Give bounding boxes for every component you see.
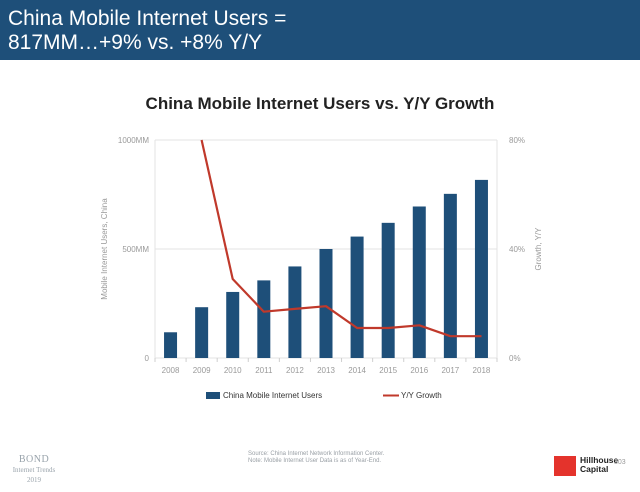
x-tick-label: 2017	[441, 366, 459, 375]
y2-tick-label: 80%	[509, 136, 525, 145]
logo-line2: Capital	[580, 464, 609, 474]
bar-2013	[319, 249, 333, 358]
x-tick-label: 2012	[286, 366, 304, 375]
bar-2010	[226, 291, 240, 358]
growth-line-series	[200, 139, 482, 338]
y-tick-label: 500MM	[122, 245, 149, 254]
x-tick-label: 2008	[162, 366, 180, 375]
hillhouse-logo-text: Hillhouse Capital	[580, 456, 618, 474]
hillhouse-logo-mark	[554, 456, 576, 476]
legend-line-label: Y/Y Growth	[401, 391, 442, 400]
y2-axis-label: Growth, Y/Y	[534, 227, 543, 271]
bar-2009	[195, 307, 209, 358]
bar-2012	[288, 266, 302, 358]
bond-logo: BOND Internet Trends 2019	[10, 455, 58, 485]
chart-legend: China Mobile Internet Users Y/Y Growth	[206, 391, 442, 400]
slide-title-line2: 817MM…+9% vs. +8% Y/Y	[8, 31, 263, 54]
slide-header: China Mobile Internet Users = 817MM…+9% …	[0, 0, 640, 60]
bond-year: 2019	[27, 476, 41, 484]
y-tick-label: 0	[145, 354, 150, 363]
x-tick-label: 2018	[473, 366, 491, 375]
page-number: 303	[614, 459, 626, 466]
note-line: Note: Mobile Internet User Data is as of…	[248, 458, 382, 464]
legend-bar-swatch	[206, 392, 220, 399]
bar-2018	[474, 179, 488, 358]
x-tick-label: 2011	[255, 366, 273, 375]
slide-title-line1: China Mobile Internet Users =	[8, 7, 287, 30]
x-tick-label: 2014	[348, 366, 366, 375]
chart-title: China Mobile Internet Users vs. Y/Y Grow…	[145, 94, 495, 113]
bar-series	[164, 179, 488, 358]
bond-subtitle: Internet Trends	[12, 466, 56, 474]
bar-2008	[164, 332, 178, 358]
x-tick-label: 2015	[379, 366, 397, 375]
source-line: Source: China Internet Network Informati…	[248, 451, 385, 457]
y2-tick-label: 0%	[509, 354, 521, 363]
x-tick-label: 2009	[193, 366, 211, 375]
bond-wordmark: BOND	[18, 454, 50, 465]
source-note: Source: China Internet Network Informati…	[248, 451, 384, 465]
y2-tick-label: 40%	[509, 245, 525, 254]
x-tick-label: 2010	[224, 366, 242, 375]
bar-2015	[381, 222, 395, 358]
legend-bar-label: China Mobile Internet Users	[223, 391, 322, 400]
y-axis-label: Mobile Internet Users, China	[100, 198, 109, 300]
bar-2017	[443, 193, 457, 358]
x-tick-label: 2013	[317, 366, 335, 375]
bar-2014	[350, 236, 364, 358]
x-tick-label: 2016	[410, 366, 428, 375]
bar-2011	[257, 280, 271, 358]
growth-line	[200, 139, 482, 338]
y-tick-label: 1000MM	[118, 136, 149, 145]
logo-line1: Hillhouse	[580, 455, 619, 465]
chart-axes: 0 500MM 1000MM 0% 40% 80% Mobile Internet User…	[100, 136, 543, 375]
bar-2016	[412, 206, 426, 358]
